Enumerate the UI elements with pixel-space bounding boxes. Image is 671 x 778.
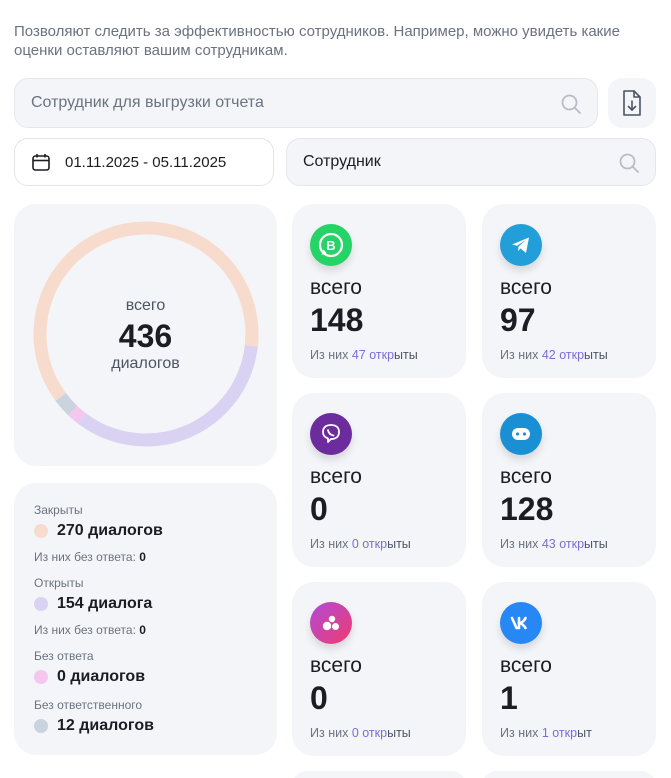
chat-widget-icon bbox=[310, 602, 352, 644]
dialogs-summary-card: всего 436 диалогов bbox=[14, 204, 277, 466]
legend-dot-unassigned bbox=[34, 719, 48, 733]
channel-open-count: Из них 1 открыт bbox=[500, 726, 592, 740]
legend-item-closed: 270 диалогов bbox=[34, 522, 163, 540]
chatbot-icon bbox=[500, 413, 542, 455]
summary-label-top: всего bbox=[125, 297, 166, 314]
channel-open-count: Из них 47 открыты bbox=[310, 348, 418, 362]
summary-total: 436 bbox=[118, 318, 173, 354]
channel-label: всего bbox=[310, 465, 362, 488]
calendar-icon bbox=[32, 154, 50, 171]
channel-total: 128 bbox=[500, 491, 554, 527]
legend-title-closed: Закрыты bbox=[34, 503, 83, 517]
channel-card-bot[interactable]: всего 128 Из них 43 открыты bbox=[482, 393, 656, 567]
legend-title-open: Открыты bbox=[34, 576, 84, 590]
channel-label: всего bbox=[310, 654, 362, 677]
file-download-icon bbox=[623, 90, 641, 116]
legend-dot-unanswered bbox=[34, 670, 48, 684]
channel-total: 0 bbox=[310, 491, 328, 527]
whatsapp-business-icon: B bbox=[310, 224, 352, 266]
channel-open-count: Из них 0 открыты bbox=[310, 537, 411, 551]
channel-card-viber[interactable]: всего 0 Из них 0 открыты bbox=[292, 393, 466, 567]
legend-value-unanswered: 0 диалогов bbox=[57, 668, 146, 685]
telegram-icon bbox=[500, 224, 542, 266]
employee-filter-placeholder: Сотрудник bbox=[303, 153, 381, 170]
channel-total: 0 bbox=[310, 680, 328, 716]
dialogs-donut-chart bbox=[33, 221, 259, 447]
channel-card-partial bbox=[482, 771, 656, 778]
export-report-button[interactable] bbox=[608, 78, 656, 128]
donut-segment bbox=[33, 221, 259, 447]
report-search-placeholder: Сотрудник для выгрузки отчета bbox=[31, 94, 264, 111]
legend-sub-closed: Из них без ответа: 0 bbox=[34, 550, 146, 564]
channel-card-whatsapp[interactable]: B всего 148 Из них 47 открыты bbox=[292, 204, 466, 378]
channel-label: всего bbox=[310, 276, 362, 299]
legend-sub-open: Из них без ответа: 0 bbox=[34, 623, 146, 637]
channel-card-partial bbox=[292, 771, 466, 778]
legend-title-unassigned: Без ответственного bbox=[34, 698, 143, 712]
legend-dot-open bbox=[34, 597, 48, 611]
viber-icon bbox=[310, 413, 352, 455]
dialogs-legend-card: Закрыты 270 диалогов Из них без ответа: … bbox=[14, 483, 277, 755]
channel-label: всего bbox=[500, 654, 552, 677]
channel-card-vk[interactable]: всего 1 Из них 1 открыт bbox=[482, 582, 656, 756]
channel-open-count: Из них 42 открыты bbox=[500, 348, 608, 362]
channel-card-telegram[interactable]: всего 97 Из них 42 открыты bbox=[482, 204, 656, 378]
channel-total: 97 bbox=[500, 302, 536, 338]
legend-value-unassigned: 12 диалогов bbox=[57, 717, 154, 734]
employee-filter-search[interactable]: Сотрудник bbox=[286, 138, 656, 186]
date-range-picker[interactable]: 01.11.2025 - 05.11.2025 bbox=[14, 138, 274, 186]
date-range-value: 01.11.2025 - 05.11.2025 bbox=[65, 153, 227, 171]
page-description: Позволяют следить за эффективностью сотр… bbox=[14, 23, 620, 59]
legend-dot-closed bbox=[34, 524, 48, 538]
channel-label: всего bbox=[500, 465, 552, 488]
summary-label-bottom: диалогов bbox=[111, 355, 180, 372]
legend-item-open: 154 диалога bbox=[34, 595, 152, 613]
legend-value-open: 154 диалога bbox=[57, 595, 153, 612]
channel-card-widget[interactable]: всего 0 Из них 0 открыты bbox=[292, 582, 466, 756]
legend-item-unanswered: 0 диалогов bbox=[34, 668, 145, 686]
channel-total: 1 bbox=[500, 680, 518, 716]
legend-value-closed: 270 диалогов bbox=[57, 522, 163, 539]
vk-icon bbox=[500, 602, 542, 644]
channel-open-count: Из них 0 открыты bbox=[310, 726, 411, 740]
channel-open-count: Из них 43 открыты bbox=[500, 537, 608, 551]
svg-text:B: B bbox=[326, 238, 335, 253]
search-icon[interactable] bbox=[559, 92, 583, 116]
legend-title-unanswered: Без ответа bbox=[34, 649, 94, 663]
channel-total: 148 bbox=[310, 302, 364, 338]
legend-item-unassigned: 12 диалогов bbox=[34, 717, 154, 735]
report-employee-search[interactable]: Сотрудник для выгрузки отчета bbox=[14, 78, 598, 128]
channel-label: всего bbox=[500, 276, 552, 299]
search-icon[interactable] bbox=[617, 151, 641, 175]
